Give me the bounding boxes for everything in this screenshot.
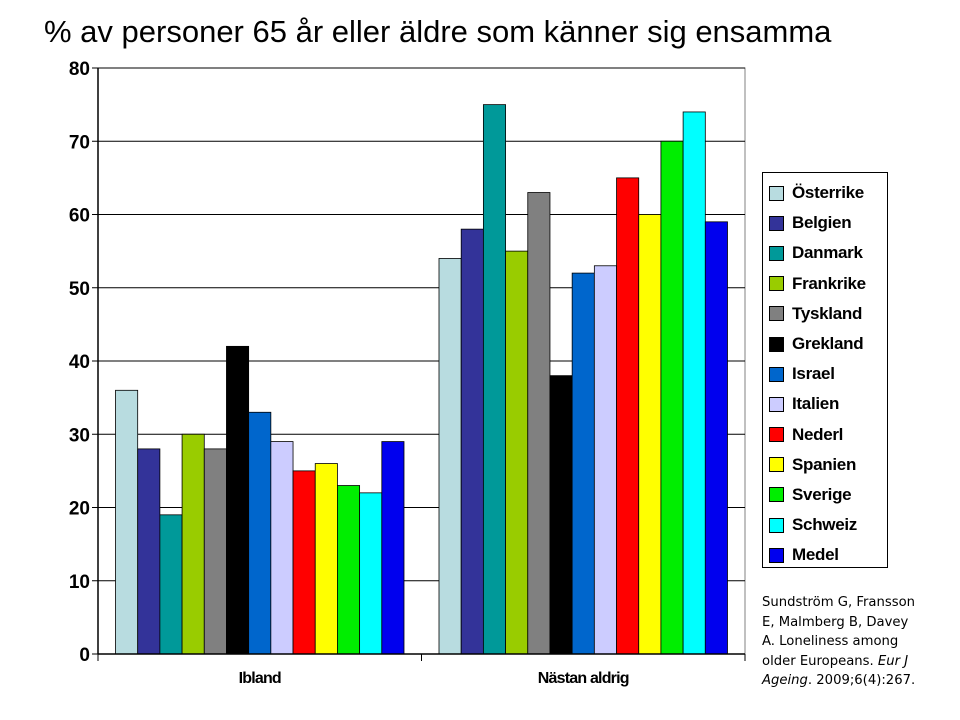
bar — [359, 492, 383, 655]
legend-item: Medel — [769, 540, 887, 570]
legend-item: Nederl — [769, 420, 887, 450]
axis-labels: 0 10 20 30 40 50 60 70 80 Ibland Nästan aldrig — [69, 59, 630, 687]
legend-swatch — [769, 336, 784, 352]
legend-swatch — [769, 276, 784, 292]
legend-swatch — [769, 215, 784, 231]
bar — [505, 250, 529, 655]
bar — [203, 448, 227, 655]
legend-swatch — [769, 306, 784, 322]
y-tick-label: 80 — [69, 59, 90, 80]
legend-label: Schweiz — [792, 515, 857, 535]
bar — [248, 411, 272, 655]
legend-label: Grekland — [792, 334, 864, 354]
legend-label: Medel — [792, 545, 839, 565]
bar — [137, 448, 161, 655]
legend-swatch — [769, 547, 784, 563]
y-tick-label: 60 — [69, 206, 90, 227]
bar — [337, 485, 361, 655]
legend-label: Tyskland — [792, 303, 863, 323]
source-line: E, Malmberg B, Davey — [762, 614, 909, 630]
legend-swatch — [769, 185, 784, 201]
legend-label: Frankrike — [792, 273, 866, 293]
source-text: . 2009;6(4):267. — [807, 673, 916, 688]
bar — [527, 192, 551, 655]
bar — [270, 441, 294, 655]
bar — [638, 214, 662, 655]
legend-label: Spanien — [792, 454, 857, 474]
bar — [226, 345, 250, 655]
legend-swatch — [769, 427, 784, 443]
source-line: A. Loneliness among — [762, 634, 899, 649]
chart-title: % av personer 65 år eller äldre som känn… — [44, 14, 832, 49]
y-tick-label: 70 — [69, 132, 90, 153]
bar — [381, 441, 405, 655]
legend-item: Frankrike — [769, 269, 887, 299]
bar — [159, 514, 183, 655]
legend: Österrike Belgien Danmark Frankrike Tyskland… — [762, 172, 888, 568]
legend-swatch — [769, 487, 784, 503]
legend-swatch — [769, 396, 784, 412]
legend-label: Nederl — [792, 424, 844, 444]
legend-item: Israel — [769, 359, 887, 389]
x-tick-label: Ibland — [239, 670, 281, 687]
y-tick-label: 0 — [79, 645, 90, 666]
legend-swatch — [769, 366, 784, 382]
bar — [704, 221, 728, 655]
bar — [292, 470, 316, 655]
legend-label: Österrike — [792, 183, 864, 203]
x-tick-label: Nästan aldrig — [538, 670, 629, 687]
legend-item: Schweiz — [769, 510, 887, 540]
y-tick-label: 50 — [69, 279, 90, 300]
source-line: Ageing. 2009;6(4):267. — [762, 671, 958, 691]
bar — [616, 177, 640, 655]
bar — [593, 265, 617, 655]
bar — [571, 272, 595, 655]
legend-item: Tyskland — [769, 299, 887, 329]
legend-item: Sverige — [769, 480, 887, 510]
source-citation: Sundström G, Fransson E, Malmberg B, Dav… — [762, 593, 958, 691]
legend-swatch — [769, 517, 784, 533]
journal-name: Ageing — [762, 673, 808, 688]
source-line: Sundström G, Fransson — [762, 595, 915, 610]
legend-label: Belgien — [792, 213, 852, 233]
legend-swatch — [769, 245, 784, 261]
legend-item: Spanien — [769, 450, 887, 480]
bar — [549, 375, 573, 655]
legend-item: Österrike — [769, 178, 887, 208]
bar — [314, 463, 338, 655]
legend-item: Grekland — [769, 329, 887, 359]
legend-label: Sverige — [792, 484, 852, 504]
bar — [460, 228, 484, 655]
y-tick-label: 40 — [69, 352, 90, 373]
bar — [181, 433, 205, 655]
y-tick-label: 30 — [69, 425, 90, 446]
legend-item: Belgien — [769, 208, 887, 238]
legend-label: Israel — [792, 364, 835, 384]
legend-label: Italien — [792, 394, 840, 414]
bar — [438, 258, 462, 655]
legend-item: Italien — [769, 389, 887, 419]
source-line: older Europeans. Eur J — [762, 652, 958, 672]
axes — [92, 67, 746, 661]
bar — [482, 104, 506, 655]
bar — [660, 140, 684, 655]
y-tick-label: 20 — [69, 499, 90, 520]
legend-item: Danmark — [769, 238, 887, 268]
y-tick-label: 10 — [69, 572, 90, 593]
legend-swatch — [769, 457, 784, 473]
legend-label: Danmark — [792, 243, 863, 263]
bar — [682, 111, 706, 655]
bars — [115, 104, 728, 655]
source-text: older Europeans. — [762, 653, 878, 669]
bar — [115, 389, 139, 655]
journal-name: Eur J — [877, 653, 909, 669]
